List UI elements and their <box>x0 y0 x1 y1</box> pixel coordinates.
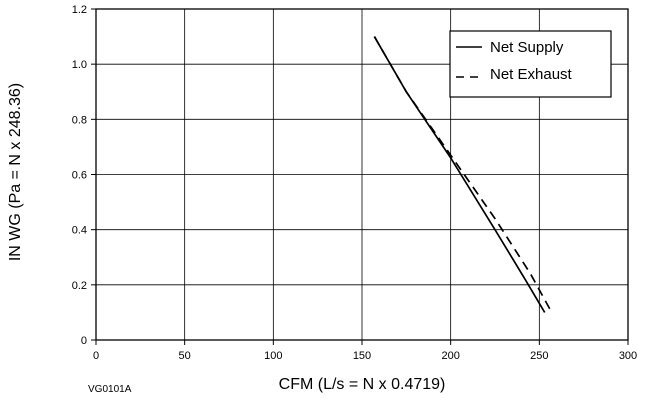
x-tick-label: 150 <box>353 350 371 362</box>
axis-ticks: 0 50 100 150 200 250 300 0 0.2 0.4 0.6 0.8 1.0 1.2 <box>72 4 637 362</box>
x-tick-label: 0 <box>93 350 99 362</box>
legend-label-net-exhaust: Net Exhaust <box>490 66 573 83</box>
legend-box <box>449 30 612 98</box>
x-tick-label: 100 <box>264 350 282 362</box>
y-tick-label: 0.2 <box>72 280 87 292</box>
x-axis-label: CFM (L/s = N x 0.4719) <box>279 376 446 393</box>
y-tick-label: 1.2 <box>72 4 87 16</box>
legend-label-net-supply: Net Supply <box>490 39 564 56</box>
y-tick-label: 0.8 <box>72 114 87 126</box>
legend: Net Supply Net Exhaust <box>449 30 612 98</box>
x-tick-label: 250 <box>530 350 548 362</box>
y-tick-label: 0.4 <box>72 225 87 237</box>
y-axis-label: IN WG (Pa = N x 248.36) <box>7 83 24 261</box>
series-lines <box>373 36 553 313</box>
y-tick-label: 1.0 <box>72 59 87 71</box>
x-tick-label: 300 <box>619 350 637 362</box>
figure-id: VG0101A <box>88 384 132 395</box>
series-line-net-exhaust <box>373 36 553 313</box>
y-tick-label: 0.6 <box>72 170 87 182</box>
y-tick-label: 0 <box>81 335 87 347</box>
x-tick-label: 50 <box>179 350 191 362</box>
x-tick-label: 200 <box>441 350 459 362</box>
